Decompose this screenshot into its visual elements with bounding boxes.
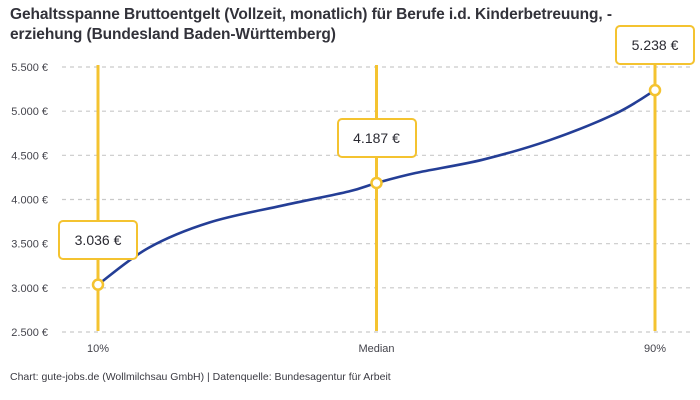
y-axis-tick-label: 3.000 € xyxy=(11,283,48,295)
data-point-marker xyxy=(91,278,105,291)
y-axis-tick-label: 4.500 € xyxy=(11,150,48,162)
chart-title-line2: erziehung (Bundesland Baden-Württemberg) xyxy=(10,26,336,43)
chart-credit: Chart: gute-jobs.de (Wollmilchsau GmbH) … xyxy=(10,371,391,383)
y-axis-tick-label: 4.000 € xyxy=(11,195,48,207)
value-label-box: 5.238 € xyxy=(615,25,695,66)
y-axis-tick-label: 5.500 € xyxy=(11,62,48,74)
chart-title: Gehaltsspanne Bruttoentgelt (Vollzeit, m… xyxy=(10,5,670,45)
data-point-marker xyxy=(648,83,662,97)
y-axis-tick-label: 5.000 € xyxy=(11,106,48,118)
value-label-box: 4.187 € xyxy=(336,117,417,158)
x-axis-tick-label: 10% xyxy=(87,343,109,355)
y-axis-tick-label: 2.500 € xyxy=(11,327,48,339)
y-axis-tick-label: 3.500 € xyxy=(11,239,48,251)
value-label-box: 3.036 € xyxy=(58,219,138,260)
chart-title-line1: Gehaltsspanne Bruttoentgelt (Vollzeit, m… xyxy=(10,6,612,23)
x-axis-tick-label: 90% xyxy=(644,343,666,355)
x-axis-tick-label: Median xyxy=(358,343,394,355)
data-point-marker xyxy=(370,176,383,190)
